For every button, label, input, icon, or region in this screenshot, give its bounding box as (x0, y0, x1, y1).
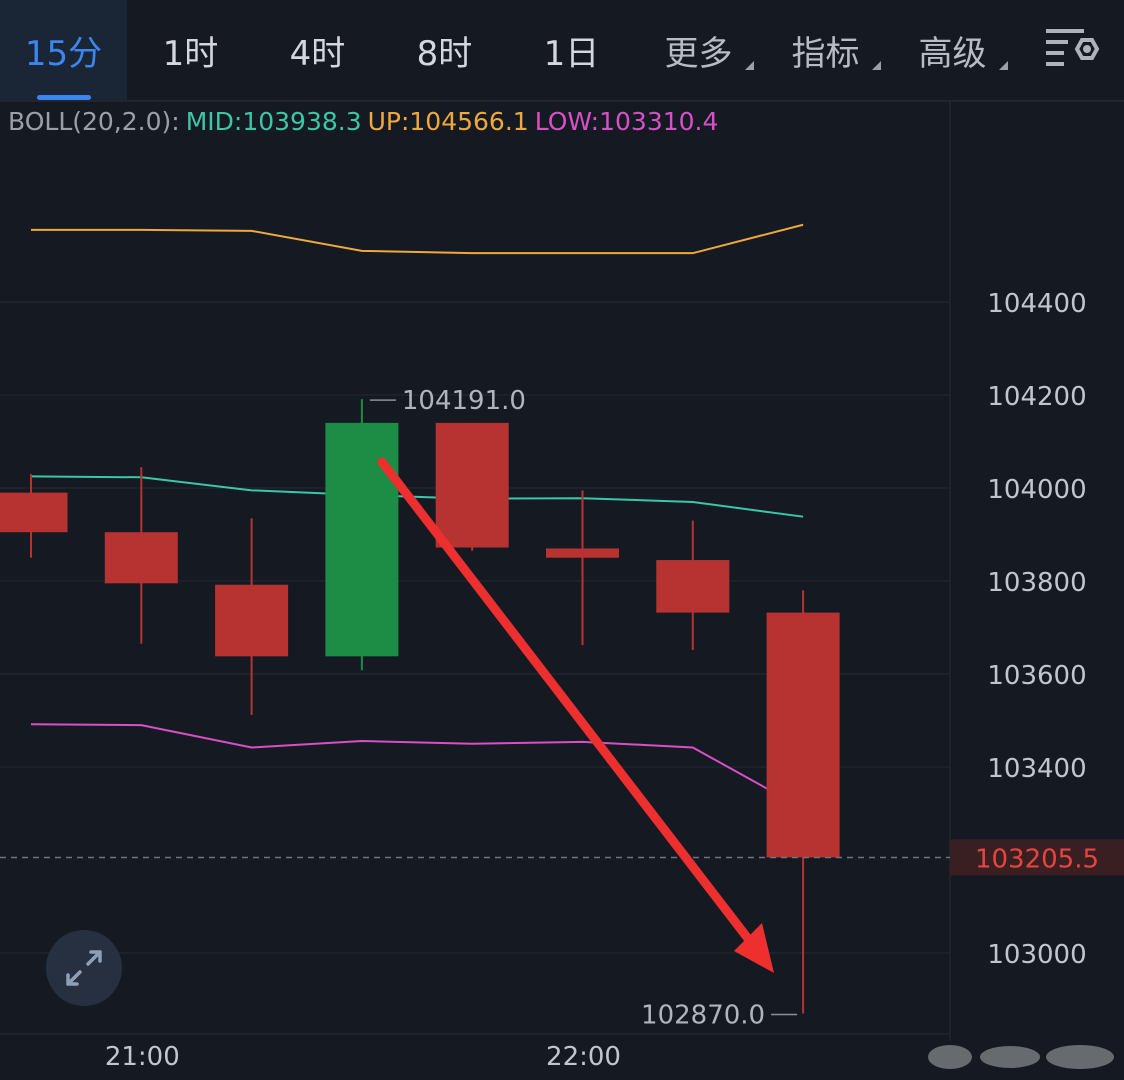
candlestick-chart[interactable]: 104400 104200 104000 103800 103600 103400 1030… (0, 100, 1124, 1080)
current-price-badge (950, 839, 1124, 876)
dropdown-corner-icon (745, 61, 754, 70)
candle-body-bearish (0, 492, 68, 533)
boll-legend-title: BOLL(20,2.0): (8, 107, 180, 136)
tab-1[interactable]: 1时 (127, 0, 254, 100)
y-tick-label: 104000 (987, 475, 1086, 505)
candle-body-bearish (104, 532, 178, 584)
x-tick-label: 21:00 (105, 1042, 180, 1072)
boll-middle-band (30, 475, 804, 518)
tab-0[interactable]: 15分 (0, 0, 127, 100)
tab-label: 1时 (162, 33, 219, 74)
tab-label: 指标 (791, 33, 860, 74)
low-price-annotation: 102870.0 (641, 1000, 765, 1030)
tab-label: 高级 (918, 33, 987, 74)
watermark-logo (928, 1045, 1114, 1069)
y-tick-label: 103800 (987, 568, 1086, 598)
boll-low-value: LOW:103310.4 (534, 107, 719, 136)
tab-4[interactable]: 1日 (508, 0, 635, 100)
current-price-label: 103205.5 (975, 844, 1099, 874)
tab-label: 更多 (664, 33, 733, 74)
tab-label: 15分 (24, 33, 103, 74)
y-tick-label: 103600 (987, 661, 1086, 691)
boll-mid-value: MID:103938.3 (185, 107, 362, 136)
y-tick-label: 103400 (987, 754, 1086, 784)
candle-body-bearish (546, 548, 619, 558)
tab-label: 1日 (543, 33, 600, 74)
tab-2[interactable]: 4时 (254, 0, 381, 100)
candle-body-bearish (766, 612, 840, 858)
boll-lower-band (30, 723, 804, 810)
high-price-annotation: 104191.0 (402, 386, 526, 416)
candle-body-bearish (435, 422, 509, 548)
tab-5[interactable]: 更多 (635, 0, 762, 100)
boll-indicator-legend: BOLL(20,2.0): MID:103938.3 UP:104566.1 LOW:… (8, 106, 724, 138)
candle-body-bullish (325, 422, 399, 657)
candle-body-bearish (656, 560, 730, 613)
y-tick-label: 104200 (987, 382, 1086, 412)
expand-arrows-icon (66, 950, 102, 986)
settings-gear-icon[interactable] (1044, 26, 1100, 72)
boll-upper-band (31, 223, 804, 255)
dropdown-corner-icon (999, 61, 1008, 70)
tab-7[interactable]: 高级 (889, 0, 1016, 100)
candle-body-bearish (215, 584, 289, 657)
dropdown-corner-icon (872, 61, 881, 70)
downtrend-arrow-shaft (377, 457, 761, 954)
active-tab-underline (37, 95, 91, 100)
downtrend-arrow-head (734, 923, 774, 973)
x-tick-label: 22:00 (546, 1042, 621, 1072)
tab-6[interactable]: 指标 (762, 0, 889, 100)
tab-3[interactable]: 8时 (381, 0, 508, 100)
tab-label: 8时 (416, 33, 473, 74)
tab-label: 4时 (289, 33, 346, 74)
y-tick-label: 103000 (987, 940, 1086, 970)
fullscreen-expand-button[interactable] (46, 930, 122, 1006)
boll-up-value: UP:104566.1 (367, 107, 529, 136)
timeframe-tab-bar: 15分 1时 4时 8时 1日 更多 指标 高级 (0, 0, 1124, 100)
y-tick-label: 104400 (987, 289, 1086, 319)
